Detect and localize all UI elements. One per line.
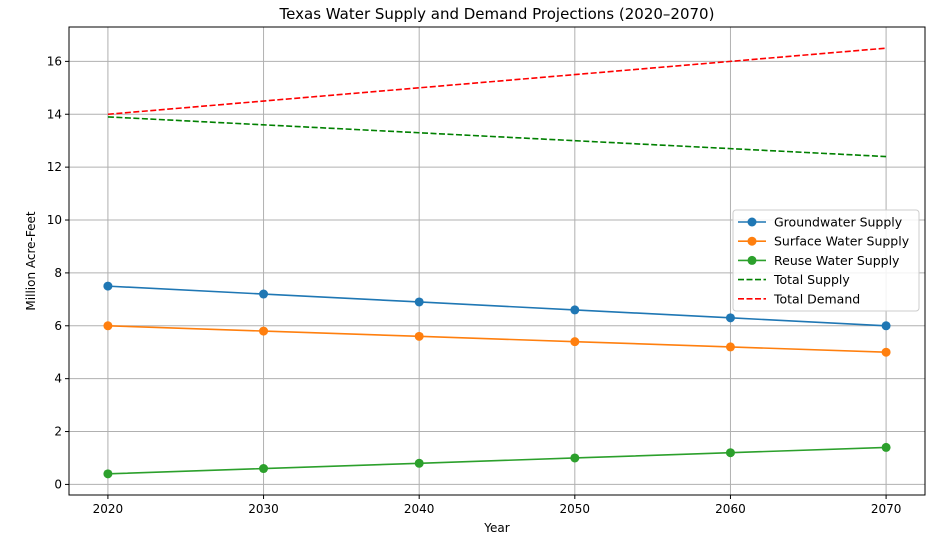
x-tick-label: 2030 <box>248 502 279 516</box>
x-tick-label: 2050 <box>560 502 591 516</box>
legend-label: Reuse Water Supply <box>774 253 900 268</box>
chart-title: Texas Water Supply and Demand Projection… <box>279 5 715 23</box>
data-point <box>259 289 269 299</box>
x-tick-label: 2060 <box>715 502 746 516</box>
series-line-1 <box>107 324 887 354</box>
x-tick-label: 2020 <box>93 502 124 516</box>
data-point <box>259 464 269 474</box>
data-point <box>570 337 580 347</box>
y-tick-label: 0 <box>54 477 62 491</box>
data-point <box>103 469 113 479</box>
y-tick-label: 14 <box>47 107 62 121</box>
data-point <box>103 321 113 331</box>
y-tick-label: 6 <box>54 319 62 333</box>
y-axis-label: Million Acre-Feet <box>24 211 38 310</box>
data-point <box>725 448 735 458</box>
data-point <box>725 342 735 352</box>
data-point <box>414 331 424 341</box>
y-tick-label: 12 <box>47 160 62 174</box>
y-tick-label: 2 <box>54 425 62 439</box>
y-tick-label: 16 <box>47 54 62 68</box>
series-line-3 <box>107 116 887 158</box>
legend-marker <box>747 236 757 246</box>
data-point <box>881 347 891 357</box>
plot-area-frame <box>68 26 926 496</box>
data-point <box>881 442 891 452</box>
y-tick-label: 10 <box>47 213 62 227</box>
data-point <box>103 281 113 291</box>
legend-box <box>732 209 920 312</box>
y-tick-label: 4 <box>54 372 62 386</box>
y-axis-ticks: 0 2 4 6 8 10 12 14 16 <box>47 54 69 491</box>
data-point <box>414 297 424 307</box>
legend: Groundwater Supply Surface Water Supply Re… <box>732 209 920 312</box>
x-tick-label: 2040 <box>404 502 435 516</box>
data-point <box>881 321 891 331</box>
y-tick-label: 8 <box>54 266 62 280</box>
x-axis-ticks: 2020 2030 2040 2050 2060 2070 <box>93 495 902 516</box>
data-point <box>725 313 735 323</box>
series-line-0 <box>107 285 887 327</box>
series-line-4 <box>107 47 887 116</box>
data-point <box>570 453 580 463</box>
legend-label: Surface Water Supply <box>774 234 910 249</box>
legend-label: Groundwater Supply <box>774 215 903 230</box>
data-point <box>414 458 424 468</box>
legend-label: Total Supply <box>773 272 850 287</box>
x-axis-label: Year <box>483 521 509 535</box>
series-line-2 <box>107 446 887 475</box>
legend-marker <box>747 255 757 265</box>
legend-label: Total Demand <box>773 291 860 306</box>
x-tick-label: 2070 <box>871 502 902 516</box>
data-point <box>570 305 580 315</box>
data-point <box>259 326 269 336</box>
legend-marker <box>747 217 757 227</box>
series-layer <box>103 47 891 479</box>
